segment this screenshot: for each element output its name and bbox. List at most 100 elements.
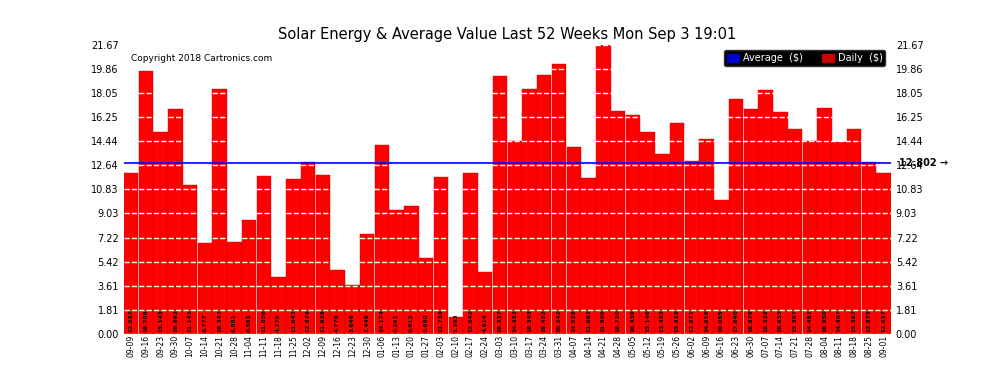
Text: 16.892: 16.892 [173, 309, 178, 332]
Bar [818, 108, 832, 334]
Bar [124, 173, 139, 334]
Bar [256, 176, 271, 334]
Bar [316, 175, 331, 334]
Bar [448, 316, 463, 334]
Bar [242, 220, 256, 334]
Text: 4.770: 4.770 [336, 313, 341, 332]
Bar [626, 115, 640, 334]
Text: 6.777: 6.777 [202, 313, 207, 332]
Text: 12.037: 12.037 [129, 309, 134, 332]
Text: 11.141: 11.141 [188, 309, 193, 332]
Text: 14.028: 14.028 [571, 309, 576, 332]
Text: 11.642: 11.642 [291, 309, 296, 332]
Bar [684, 161, 699, 334]
Bar [404, 206, 419, 334]
Text: 8.561: 8.561 [247, 313, 251, 332]
Text: 18.329: 18.329 [763, 309, 768, 332]
Text: 12.879: 12.879 [306, 309, 311, 332]
Bar [493, 76, 507, 334]
Bar [478, 272, 492, 334]
Text: 19.452: 19.452 [542, 309, 546, 332]
Text: 10.065: 10.065 [719, 309, 724, 332]
Bar [375, 145, 389, 334]
Bar [360, 234, 374, 334]
Text: 3.646: 3.646 [349, 313, 355, 332]
Text: 15.367: 15.367 [851, 309, 856, 332]
Bar [714, 200, 729, 334]
Bar [168, 109, 182, 334]
Text: 12.971: 12.971 [689, 309, 694, 332]
Text: 16.879: 16.879 [748, 309, 753, 332]
Bar [198, 243, 212, 334]
Bar [508, 141, 522, 334]
Text: 13.453: 13.453 [659, 309, 665, 332]
Text: 16.635: 16.635 [778, 309, 783, 332]
Text: 7.449: 7.449 [364, 313, 369, 332]
Text: 12.875: 12.875 [866, 309, 871, 332]
Bar [419, 258, 434, 334]
Text: 14.407: 14.407 [837, 309, 842, 332]
Bar [655, 154, 669, 334]
Text: 11.938: 11.938 [321, 309, 326, 332]
Text: 1.293: 1.293 [453, 313, 458, 332]
Bar [758, 90, 773, 334]
Text: 12.037: 12.037 [881, 309, 886, 332]
Text: 11.858: 11.858 [261, 309, 266, 332]
Bar [803, 141, 817, 334]
Bar [331, 270, 345, 334]
Bar [773, 112, 788, 334]
Bar [271, 277, 286, 334]
Legend: Average  ($), Daily  ($): Average ($), Daily ($) [725, 50, 885, 66]
Text: 19.708: 19.708 [144, 309, 148, 332]
Text: Copyright 2018 Cartronics.com: Copyright 2018 Cartronics.com [132, 54, 272, 63]
Text: 6.881: 6.881 [232, 313, 237, 332]
Text: 9.613: 9.613 [409, 313, 414, 332]
Text: 15.816: 15.816 [674, 309, 679, 332]
Bar [566, 147, 581, 334]
Bar [846, 129, 861, 334]
Text: 15.397: 15.397 [793, 309, 798, 332]
Title: Solar Energy & Average Value Last 52 Weeks Mon Sep 3 19:01: Solar Energy & Average Value Last 52 Wee… [278, 27, 737, 42]
Bar [743, 109, 758, 334]
Text: 9.261: 9.261 [394, 313, 399, 332]
Text: 20.242: 20.242 [556, 309, 561, 332]
Text: 16.950: 16.950 [822, 309, 827, 332]
Text: 15.143: 15.143 [158, 309, 163, 332]
Bar [389, 210, 404, 334]
Bar [699, 139, 714, 334]
Bar [611, 111, 626, 334]
Text: 12.802 →: 12.802 → [899, 158, 947, 168]
Text: 16.720: 16.720 [616, 309, 621, 332]
Bar [641, 132, 654, 334]
Bar [596, 45, 611, 334]
Text: 18.347: 18.347 [217, 309, 222, 332]
Bar [153, 132, 168, 334]
Bar [581, 178, 596, 334]
Bar [729, 99, 743, 334]
Bar [346, 285, 359, 334]
Bar [183, 185, 197, 334]
Bar [551, 64, 566, 334]
Text: 17.640: 17.640 [734, 309, 739, 332]
Text: 14.452: 14.452 [512, 309, 517, 332]
Text: 11.736: 11.736 [439, 309, 444, 332]
Bar [876, 173, 891, 334]
Bar [788, 129, 802, 334]
Text: 5.660: 5.660 [424, 313, 429, 332]
Bar [286, 178, 301, 334]
Text: 12.042: 12.042 [468, 309, 473, 332]
Bar [463, 173, 478, 334]
Bar [213, 89, 227, 334]
Bar [227, 242, 242, 334]
Text: 14.616: 14.616 [704, 309, 709, 332]
Text: 11.681: 11.681 [586, 309, 591, 332]
Text: 16.439: 16.439 [631, 309, 636, 332]
Text: 19.337: 19.337 [498, 309, 503, 332]
Bar [434, 177, 448, 334]
Text: 21.666: 21.666 [601, 309, 606, 332]
Text: 4.614: 4.614 [483, 313, 488, 332]
Bar [301, 162, 316, 334]
Bar [537, 75, 551, 334]
Bar [523, 89, 537, 334]
Text: 4.276: 4.276 [276, 313, 281, 332]
